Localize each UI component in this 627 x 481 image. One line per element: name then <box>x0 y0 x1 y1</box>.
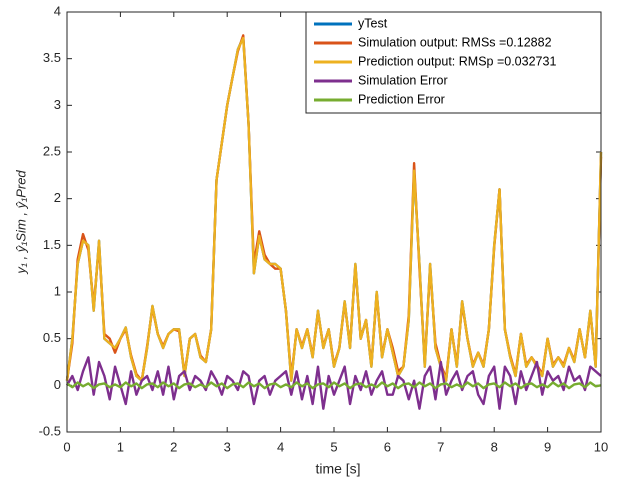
series-line <box>65 36 603 382</box>
x-tick-label: 3 <box>224 439 231 454</box>
legend-label: yTest <box>358 16 388 30</box>
y-tick-label: 1 <box>54 283 61 298</box>
x-tick-label: 9 <box>544 439 551 454</box>
y-tick-label: 0.5 <box>43 330 61 345</box>
x-tick-label: 6 <box>384 439 391 454</box>
y-tick-label: 2.5 <box>43 143 61 158</box>
x-tick-label: 8 <box>491 439 498 454</box>
legend: yTest Simulation output: RMSs =0.12882 Pre… <box>305 11 602 114</box>
series-line <box>66 381 602 390</box>
y-tick-label: 3 <box>54 97 61 112</box>
y-tick-label: 1.5 <box>43 237 61 252</box>
x-tick-label: 7 <box>437 439 444 454</box>
x-tick-label: 1 <box>117 439 124 454</box>
y-tick-label: 2 <box>54 190 61 205</box>
y-axis-label: y₁ , ŷ₁Sim , ŷ₁Pred <box>13 170 28 275</box>
y-tick-label: 4 <box>54 3 61 18</box>
y-tick-label: 3.5 <box>43 50 61 65</box>
legend-box <box>305 11 602 114</box>
x-tick-label: 4 <box>277 439 284 454</box>
legend-label: Simulation Error <box>358 73 448 87</box>
x-axis-label: time [s] <box>315 461 360 477</box>
x-tick-label: 10 <box>594 439 608 454</box>
y-tick-label: 0 <box>54 377 61 392</box>
legend-label: Prediction Error <box>358 92 445 106</box>
x-tick-label: 5 <box>330 439 337 454</box>
legend-label: Prediction output: RMSp =0.032731 <box>358 54 556 68</box>
x-tick-label: 2 <box>170 439 177 454</box>
x-tick-label: 0 <box>63 439 70 454</box>
legend-label: Simulation output: RMSs =0.12882 <box>358 35 552 49</box>
y-tick-label: -0.5 <box>39 423 61 438</box>
